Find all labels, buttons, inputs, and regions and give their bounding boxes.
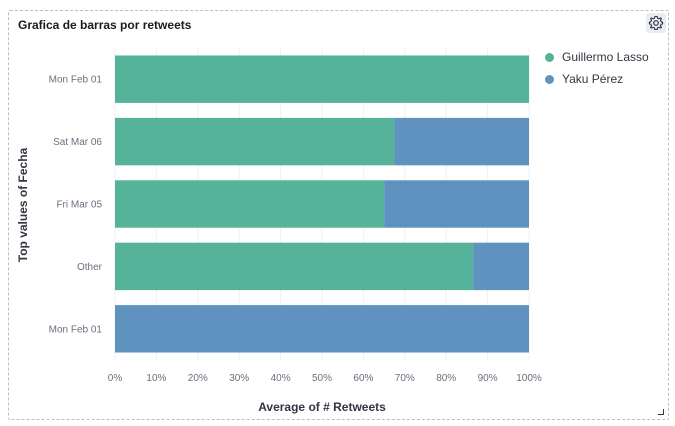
x-axis-ticks: 0% 10% 20% 30% 40% 50% 60% 70% 80% 90% 100% (108, 373, 542, 384)
x-tick-label: 0% (108, 373, 123, 384)
bar-segment[interactable] (115, 55, 529, 103)
bar-segment[interactable] (115, 305, 529, 353)
bar-segment[interactable] (115, 180, 385, 228)
chart-bars (115, 55, 529, 353)
legend-swatch (545, 74, 554, 84)
x-tick-label: 100% (516, 373, 542, 384)
y-axis-ticks: Mon Feb 01 Sat Mar 06 Fri Mar 05 Other Mon F… (49, 75, 103, 336)
bar-segment[interactable] (473, 242, 529, 291)
x-tick-label: 90% (478, 373, 498, 384)
x-tick-label: 20% (188, 373, 208, 384)
x-tick-label: 40% (271, 373, 291, 384)
x-tick-label: 70% (395, 373, 415, 384)
y-tick-label: Mon Feb 01 (49, 324, 103, 335)
legend-item-guillermo-lasso[interactable]: Guillermo Lasso (545, 46, 649, 68)
gear-icon (648, 15, 664, 31)
y-tick-label: Sat Mar 06 (53, 137, 102, 148)
y-axis-title: Top values of Fecha (16, 147, 30, 262)
x-tick-label: 10% (146, 373, 166, 384)
resize-corner-icon[interactable] (658, 409, 664, 415)
x-tick-label: 80% (436, 373, 456, 384)
bar-segment[interactable] (384, 180, 529, 228)
legend-label: Guillermo Lasso (562, 50, 649, 64)
legend-swatch (545, 52, 554, 62)
panel-settings-button[interactable] (646, 13, 666, 33)
y-tick-label: Mon Feb 01 (49, 75, 103, 86)
x-tick-label: 50% (312, 373, 332, 384)
bar-segment[interactable] (115, 242, 474, 291)
panel-title: Grafica de barras por retweets (18, 18, 192, 32)
y-tick-label: Other (77, 262, 103, 273)
y-tick-label: Fri Mar 05 (56, 200, 102, 211)
legend-item-yaku-perez[interactable]: Yaku Pérez (545, 68, 649, 90)
bar-segment[interactable] (394, 117, 529, 166)
x-tick-label: 30% (229, 373, 249, 384)
bar-segment[interactable] (115, 117, 395, 166)
x-axis-title: Average of # Retweets (258, 400, 386, 414)
chart-legend: Guillermo Lasso Yaku Pérez (545, 46, 649, 90)
legend-label: Yaku Pérez (562, 72, 624, 86)
x-tick-label: 60% (353, 373, 373, 384)
